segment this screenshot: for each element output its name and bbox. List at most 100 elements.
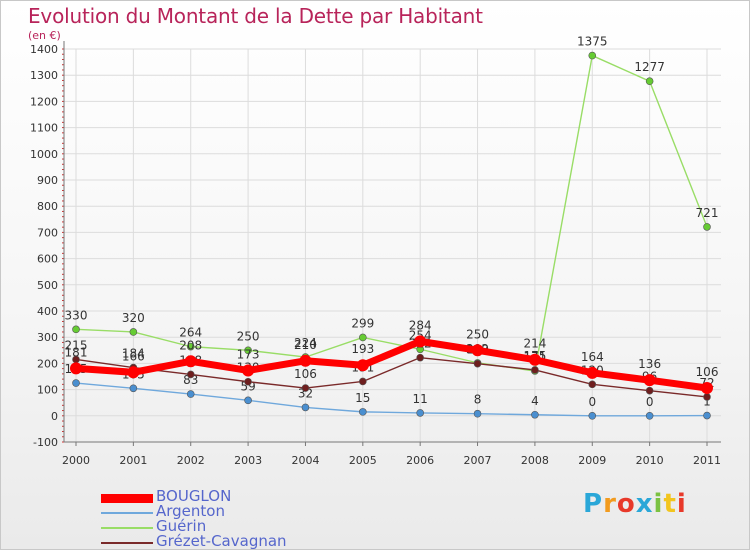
data-point: [531, 366, 539, 374]
data-point: [645, 77, 654, 86]
x-tick-label: 2008: [521, 454, 549, 467]
legend-swatch: [101, 493, 153, 503]
y-tick-label: 1200: [30, 95, 58, 108]
y-tick-label: 1400: [30, 43, 58, 56]
logo-letter: r: [603, 489, 617, 519]
y-tick-label: 1300: [30, 69, 58, 82]
y-tick-label: 200: [37, 357, 58, 370]
data-point: [301, 384, 310, 392]
chart-subtitle: (en €): [28, 29, 61, 42]
data-label: 184: [122, 347, 145, 361]
logo-letter: i: [653, 489, 664, 519]
data-point: [72, 379, 80, 387]
y-tick-label: 1000: [30, 148, 58, 161]
data-label: 1375: [577, 35, 608, 49]
data-point: [588, 380, 597, 389]
y-tick-label: 900: [37, 174, 58, 187]
y-tick-label: 600: [37, 253, 58, 266]
data-label: 8: [474, 393, 482, 407]
data-label: 32: [298, 386, 313, 400]
data-label: 15: [355, 391, 370, 405]
series-argenton: 125105835932151184001: [65, 362, 711, 420]
legend-label: Guérin: [156, 517, 207, 535]
data-label: 721: [696, 206, 719, 220]
data-point: [414, 335, 427, 348]
data-label: 250: [466, 327, 489, 341]
data-point: [242, 364, 255, 377]
legend-swatch: [101, 512, 153, 514]
data-label: 224: [294, 336, 317, 350]
data-label: 106: [294, 367, 317, 381]
data-label: 214: [523, 337, 546, 351]
data-point: [127, 366, 140, 379]
data-point: [473, 409, 482, 418]
x-tick-label: 2005: [349, 454, 377, 467]
data-label: 164: [581, 350, 604, 364]
data-point: [70, 362, 82, 375]
data-label: 330: [65, 308, 88, 322]
data-point: [645, 386, 654, 395]
data-point: [586, 366, 599, 379]
data-label: 136: [638, 357, 661, 371]
data-label: 11: [413, 392, 428, 406]
data-point: [588, 51, 597, 60]
data-point: [72, 325, 80, 334]
x-tick-label: 2004: [291, 454, 319, 467]
data-point: [416, 409, 424, 417]
data-point: [244, 396, 252, 405]
data-label: 0: [646, 395, 654, 409]
x-tick-label: 2009: [578, 454, 606, 467]
legend-label: Grézet-Cavagnan: [156, 532, 287, 550]
data-label: 284: [409, 318, 432, 332]
logo-letter: P: [583, 489, 604, 519]
data-label: 181: [65, 345, 88, 359]
logo-letter: t: [663, 489, 677, 519]
data-label: 208: [179, 338, 202, 352]
data-point: [703, 411, 711, 420]
data-point: [703, 393, 711, 401]
data-label: 320: [122, 311, 145, 325]
data-label: 299: [351, 316, 374, 330]
logo-letter: o: [616, 489, 636, 519]
series-line: [75, 356, 708, 398]
y-tick-label: 100: [37, 384, 58, 397]
data-point: [359, 408, 367, 416]
data-point: [643, 374, 656, 387]
x-tick-label: 2006: [406, 454, 434, 467]
data-label: 1277: [634, 60, 665, 74]
data-point: [299, 354, 312, 367]
data-label: 166: [122, 349, 145, 363]
data-point: [645, 411, 654, 420]
data-label: 0: [588, 395, 596, 409]
x-tick-label: 2000: [62, 454, 90, 467]
x-tick-label: 2010: [636, 454, 664, 467]
series-bouglon: 181 166 208 173 210 193 284 250 214 164 136 106: [65, 318, 718, 395]
data-point: [471, 344, 484, 357]
logo-letter: x: [635, 489, 654, 519]
chart-title: Evolution du Montant de la Dette par Hab…: [28, 4, 483, 28]
data-point: [531, 410, 539, 419]
data-point: [359, 333, 367, 342]
data-label: 215: [65, 338, 88, 352]
data-point: [184, 355, 197, 368]
data-point: [356, 359, 369, 372]
data-point: [416, 353, 424, 362]
legend-swatch: [101, 527, 153, 529]
y-tick-label: 0: [51, 410, 58, 423]
data-point: [359, 377, 367, 386]
data-point: [129, 384, 138, 393]
x-tick-label: 2001: [119, 454, 147, 467]
data-label: 264: [179, 326, 202, 340]
data-label: 250: [237, 329, 260, 343]
y-tick-label: 1100: [30, 122, 58, 135]
data-point: [703, 223, 711, 231]
y-tick-label: 400: [37, 305, 58, 318]
data-label: 4: [531, 394, 539, 408]
x-tick-label: 2002: [177, 454, 205, 467]
x-tick-label: 2007: [464, 454, 492, 467]
data-point: [701, 382, 713, 395]
y-tick-label: 800: [37, 200, 58, 213]
legend-label: BOUGLON: [156, 487, 232, 505]
